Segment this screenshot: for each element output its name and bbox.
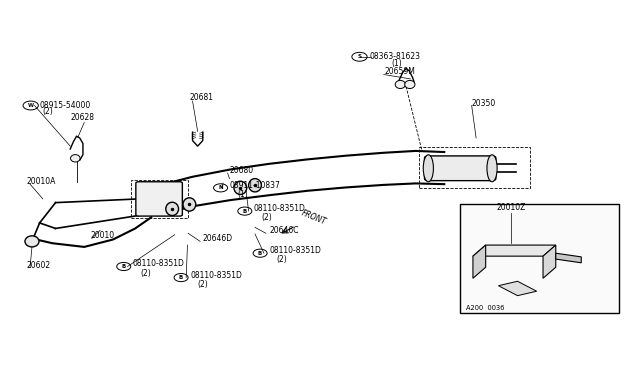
- Text: (1): (1): [237, 190, 248, 199]
- Text: 20659M: 20659M: [385, 67, 416, 77]
- Text: (2): (2): [198, 280, 209, 289]
- Text: 08110-8351D: 08110-8351D: [253, 204, 306, 213]
- Text: A200  0036: A200 0036: [467, 305, 505, 311]
- Ellipse shape: [248, 179, 261, 192]
- FancyBboxPatch shape: [424, 156, 496, 181]
- Text: 20628: 20628: [70, 113, 94, 122]
- Text: (2): (2): [43, 107, 54, 116]
- Polygon shape: [473, 245, 556, 256]
- Bar: [460, 205, 620, 313]
- Text: 20010Z: 20010Z: [497, 203, 526, 212]
- Ellipse shape: [395, 80, 405, 89]
- Bar: [419, 147, 531, 187]
- Ellipse shape: [166, 202, 179, 215]
- Text: W: W: [28, 103, 34, 108]
- Ellipse shape: [25, 236, 39, 247]
- Text: (2): (2): [261, 213, 272, 222]
- Text: S: S: [358, 54, 362, 59]
- Text: 20010A: 20010A: [27, 177, 56, 186]
- Polygon shape: [543, 245, 556, 278]
- Ellipse shape: [487, 155, 497, 182]
- Text: 08915-54000: 08915-54000: [40, 101, 91, 110]
- Text: 20681: 20681: [189, 93, 213, 102]
- Text: 08110-8351D: 08110-8351D: [190, 270, 242, 280]
- Text: B: B: [122, 264, 126, 269]
- Ellipse shape: [423, 155, 433, 182]
- Text: (2): (2): [140, 269, 151, 278]
- Text: B: B: [258, 251, 262, 256]
- Text: 20680: 20680: [230, 166, 253, 175]
- Polygon shape: [473, 245, 486, 278]
- Ellipse shape: [70, 155, 80, 162]
- Text: 20010: 20010: [91, 231, 115, 240]
- Text: FRONT: FRONT: [300, 209, 327, 227]
- Text: (2): (2): [276, 256, 287, 264]
- Text: 20646D: 20646D: [202, 234, 232, 243]
- Polygon shape: [499, 281, 537, 296]
- Text: 08110-8351D: 08110-8351D: [269, 246, 321, 255]
- Text: B: B: [179, 275, 183, 280]
- Text: B: B: [243, 209, 247, 214]
- Bar: [131, 180, 188, 218]
- Text: N: N: [218, 185, 223, 190]
- Ellipse shape: [183, 198, 196, 211]
- Text: 08363-81623: 08363-81623: [370, 52, 420, 61]
- Ellipse shape: [404, 80, 415, 89]
- FancyBboxPatch shape: [136, 182, 182, 216]
- Text: 20602: 20602: [27, 261, 51, 270]
- Text: (1): (1): [392, 59, 402, 68]
- Text: 08911-10837: 08911-10837: [230, 181, 280, 190]
- Polygon shape: [556, 253, 581, 263]
- Text: 20350: 20350: [472, 99, 496, 108]
- Text: 20646C: 20646C: [269, 226, 298, 235]
- Ellipse shape: [234, 181, 246, 195]
- Text: 08110-8351D: 08110-8351D: [132, 260, 184, 269]
